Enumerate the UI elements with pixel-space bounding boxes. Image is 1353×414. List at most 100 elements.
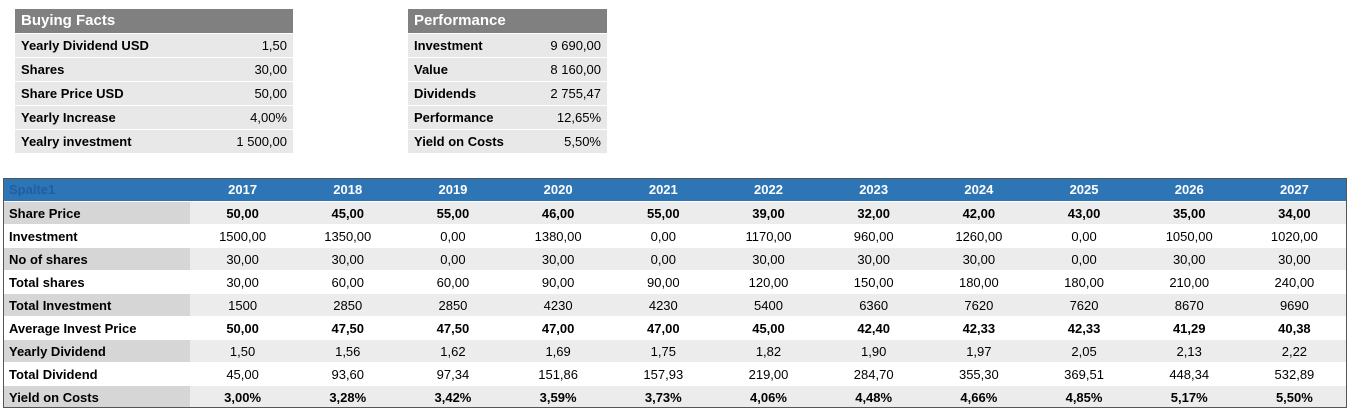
table-cell: 4,48% [821,385,927,408]
column-header: 2024 [926,178,1032,201]
table-cell: 30,00 [926,247,1032,270]
table-cell: 30,00 [190,247,296,270]
table-cell: 0,00 [400,224,506,247]
row-label: Yearly Dividend [3,339,190,362]
table-cell: 50,00 [190,316,296,339]
table-cell: 1,50 [190,339,296,362]
table-cell: 50,00 [190,201,296,224]
table-cell: 960,00 [821,224,927,247]
row-label: Yearly Increase [15,106,190,129]
table-cell: 1,62 [400,339,506,362]
table-cell: 39,00 [715,201,822,224]
column-header: 2021 [610,178,716,201]
table-cell: 1500,00 [190,224,296,247]
table-cell: 30,00 [190,270,296,293]
table-cell: 7620 [1031,293,1137,316]
table-cell: 0,00 [1031,224,1137,247]
table-cell: 120,00 [715,270,822,293]
table-cell: 3,59% [505,385,611,408]
row-label: Investment [3,224,190,247]
column-header: 2027 [1241,178,1347,201]
box-title: Buying Facts [15,9,293,33]
table-cell: 30,00 [1136,247,1242,270]
column-header: 2023 [821,178,927,201]
table-cell: 42,33 [926,316,1032,339]
table-cell: 47,00 [505,316,611,339]
table-cell: 157,93 [610,362,716,385]
table-cell: 1170,00 [715,224,822,247]
table-cell: 1,97 [926,339,1032,362]
column-header: 2025 [1031,178,1137,201]
table-cell: 55,00 [610,201,716,224]
row-label: Value [408,58,528,81]
table-cell: 90,00 [610,270,716,293]
row-label: Yield on Costs [408,130,528,153]
table-cell: 2850 [295,293,401,316]
table-cell: 3,73% [610,385,716,408]
table-cell: 42,40 [821,316,927,339]
table-cell: 5400 [715,293,822,316]
row-label: No of shares [3,247,190,270]
table-cell: 2,13 [1136,339,1242,362]
row-value: 1,50 [190,34,293,57]
table-cell: 0,00 [400,247,506,270]
table-cell: 1,90 [821,339,927,362]
table-cell: 8670 [1136,293,1242,316]
table-cell: 5,50% [1241,385,1347,408]
table-cell: 97,34 [400,362,506,385]
table-cell: 1380,00 [505,224,611,247]
table-cell: 1020,00 [1241,224,1347,247]
table-cell: 0,00 [610,224,716,247]
row-value: 50,00 [190,82,293,105]
table-cell: 42,00 [926,201,1032,224]
box-title: Performance [408,9,607,33]
table-cell: 1,69 [505,339,611,362]
table-cell: 32,00 [821,201,927,224]
table-cell: 43,00 [1031,201,1137,224]
table-cell: 240,00 [1241,270,1347,293]
table-cell: 5,17% [1136,385,1242,408]
table-cell: 30,00 [821,247,927,270]
table-cell: 3,28% [295,385,401,408]
table-cell: 41,29 [1136,316,1242,339]
table-cell: 369,51 [1031,362,1137,385]
row-label: Investment [408,34,528,57]
row-label: Average Invest Price [3,316,190,339]
column-header: 2018 [295,178,401,201]
table-cell: 30,00 [505,247,611,270]
row-value: 8 160,00 [528,58,607,81]
table-cell: 46,00 [505,201,611,224]
table-cell: 532,89 [1241,362,1347,385]
row-value: 9 690,00 [528,34,607,57]
row-value: 30,00 [190,58,293,81]
table-cell: 180,00 [926,270,1032,293]
row-value: 2 755,47 [528,82,607,105]
table-cell: 45,00 [190,362,296,385]
table-cell: 4230 [610,293,716,316]
table-cell: 1350,00 [295,224,401,247]
table-cell: 30,00 [1241,247,1347,270]
table-cell: 34,00 [1241,201,1347,224]
row-value: 5,50% [528,130,607,153]
column-header: 2022 [715,178,822,201]
column-header: 2026 [1136,178,1242,201]
table-cell: 355,30 [926,362,1032,385]
table-cell: 6360 [821,293,927,316]
row-label: Total Dividend [3,362,190,385]
table-cell: 47,50 [400,316,506,339]
table-cell: 151,86 [505,362,611,385]
table-cell: 0,00 [1031,247,1137,270]
table-cell: 93,60 [295,362,401,385]
table-cell: 448,34 [1136,362,1242,385]
table-cell: 40,38 [1241,316,1347,339]
row-label: Total shares [3,270,190,293]
row-label: Performance [408,106,528,129]
table-cell: 1260,00 [926,224,1032,247]
table-cell: 4,85% [1031,385,1137,408]
table-cell: 90,00 [505,270,611,293]
column-header: 2020 [505,178,611,201]
column-header: 2017 [190,178,296,201]
table-cell: 7620 [926,293,1032,316]
table-cell: 60,00 [295,270,401,293]
